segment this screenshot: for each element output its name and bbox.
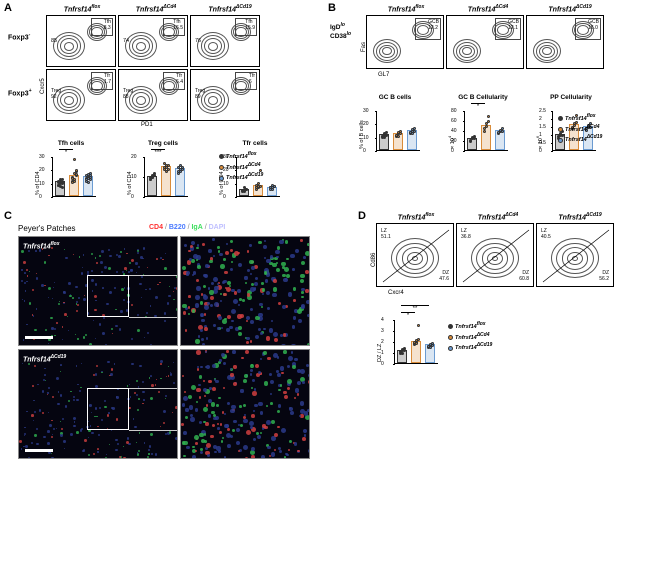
panel-a-facs: Tnfrsf14floxTnfrsf14ΔCd4Tnfrsf14ΔCd19 85… xyxy=(46,4,266,123)
legend-item: Tnfrsf14flox xyxy=(558,112,602,123)
facs-plot: 76Tfh15.9 xyxy=(190,15,260,67)
panel-b: B IgDlo CD38lo Tnfrsf14floxTnfrsf14ΔCd4T… xyxy=(328,2,648,14)
row-igd: IgDlo CD38lo xyxy=(330,22,351,40)
data-point xyxy=(485,122,488,125)
genotype-header: Tnfrsf14ΔCd19 xyxy=(540,212,620,221)
axis-cd86: Cd86 xyxy=(371,253,377,267)
panel-b-facs: Tnfrsf14floxTnfrsf14ΔCd4Tnfrsf14ΔCd19 GC… xyxy=(366,4,610,69)
data-point xyxy=(483,127,486,130)
data-point xyxy=(487,115,490,118)
data-point xyxy=(75,169,78,172)
data-point xyxy=(89,172,92,175)
facs-plot: 74Tfh16.5 xyxy=(118,15,188,67)
data-point xyxy=(401,352,404,355)
legend-item: Tnfrsf14ΔCd19 xyxy=(558,134,602,145)
axis-cxcr5: Cxcr5 xyxy=(40,78,46,94)
panel-c-label: C xyxy=(4,210,354,222)
bar-chart: GC B cells0102030% of B cells xyxy=(358,94,432,151)
axis-cxcr4: Cxcr4 xyxy=(388,290,404,296)
stain-label: IgA xyxy=(191,224,202,231)
data-point xyxy=(73,180,76,183)
facs-plot: LZ51.1DZ47.6 xyxy=(376,223,454,287)
genotype-header: Tnfrsf14ΔCd4 xyxy=(120,4,192,13)
legend-item: Tnfrsf14ΔCd4 xyxy=(558,123,602,134)
bar-chart: ***01234DZ / LZ xyxy=(376,320,450,364)
data-point xyxy=(75,173,78,176)
data-point xyxy=(473,137,476,140)
data-point xyxy=(417,324,420,327)
facs-plot: GCB12.1 xyxy=(446,15,524,69)
data-point xyxy=(429,346,432,349)
genotype-header: Tnfrsf14ΔCd4 xyxy=(448,4,528,13)
if-image-zoom xyxy=(180,236,310,346)
pp-title: Peyer's Patches xyxy=(18,224,76,233)
stain-legend: CD4 / B220 / IgA / DAPI xyxy=(149,224,225,231)
if-image: Tnfrsf14flox xyxy=(18,236,178,346)
facs-plot: GCB16.0 xyxy=(526,15,604,69)
genotype-header: Tnfrsf14flox xyxy=(366,4,446,13)
axis-gl7: GL7 xyxy=(378,72,389,78)
data-point xyxy=(87,181,90,184)
data-point xyxy=(167,168,170,171)
data-point xyxy=(241,189,244,192)
bar-chart: GC B Cellularity*020406080× 104 xyxy=(446,94,520,151)
facs-plot: LZ36.8DZ60.8 xyxy=(456,223,534,287)
data-point xyxy=(501,130,504,133)
data-point xyxy=(397,135,400,138)
genotype-header: Tnfrsf14ΔCd19 xyxy=(530,4,610,13)
data-point xyxy=(153,172,156,175)
panel-d-bar: ***01234DZ / LZ xyxy=(376,310,450,364)
bar-chart: Treg cells***01020% of CD4 xyxy=(126,140,200,197)
bar-chart: Tfh cells*0102030% of CD4 xyxy=(34,140,108,197)
panel-d: D Tnfrsf14floxTnfrsf14ΔCd4Tnfrsf14ΔCd19 … xyxy=(358,210,648,222)
stain-label: B220 xyxy=(169,224,186,231)
facs-plot: 85Tfh8.3 xyxy=(46,15,116,67)
data-point xyxy=(165,164,168,167)
stain-label: DAPI xyxy=(209,224,226,231)
facs-plot: Treg88Tfr6.4 xyxy=(118,69,188,121)
data-point xyxy=(415,342,418,345)
data-point xyxy=(469,139,472,142)
genotype-header: Tnfrsf14flox xyxy=(376,212,456,221)
axis-fas: Fas xyxy=(361,42,367,52)
facs-plot: GCB12.2 xyxy=(366,15,444,69)
axis-pd1: PD1 xyxy=(141,122,153,128)
legend-item: Tnfrsf14ΔCd19 xyxy=(219,172,263,183)
data-point xyxy=(271,184,274,187)
if-image: Tnfrsf14ΔCd19 xyxy=(18,349,178,459)
data-point xyxy=(179,164,182,167)
data-point xyxy=(73,158,76,161)
legend-item: Tnfrsf14flox xyxy=(448,320,492,331)
facs-plot: LZ40.5DZ56.2 xyxy=(536,223,614,287)
panel-d-facs: Tnfrsf14floxTnfrsf14ΔCd4Tnfrsf14ΔCd19 LZ… xyxy=(376,212,620,287)
legend-item: Tnfrsf14ΔCd4 xyxy=(219,161,263,172)
panel-a-legend: Tnfrsf14floxTnfrsf14ΔCd4Tnfrsf14ΔCd19 xyxy=(219,150,263,182)
legend-item: Tnfrsf14ΔCd4 xyxy=(448,331,492,342)
stain-label: CD4 xyxy=(149,224,163,231)
genotype-header: Tnfrsf14ΔCd19 xyxy=(194,4,266,13)
data-point xyxy=(181,168,184,171)
row-foxp3-pos: Foxp3+ xyxy=(8,88,32,97)
facs-plot: Treg92Tfr1.7 xyxy=(46,69,116,121)
legend-item: Tnfrsf14flox xyxy=(219,150,263,161)
facs-plot: Treg89Tfr6 xyxy=(190,69,260,121)
panel-b-legend: Tnfrsf14floxTnfrsf14ΔCd4Tnfrsf14ΔCd19 xyxy=(558,112,602,144)
legend-item: Tnfrsf14ΔCd19 xyxy=(448,342,492,353)
panel-a: A Tnfrsf14floxTnfrsf14ΔCd4Tnfrsf14ΔCd19 … xyxy=(4,2,324,14)
data-point xyxy=(257,185,260,188)
genotype-header: Tnfrsf14ΔCd4 xyxy=(458,212,538,221)
row-foxp3-neg: Foxp3- xyxy=(8,32,30,41)
panel-c: C Peyer's Patches CD4 / B220 / IgA / DAP… xyxy=(4,210,354,222)
panel-d-legend: Tnfrsf14floxTnfrsf14ΔCd4Tnfrsf14ΔCd19 xyxy=(448,320,492,352)
if-image-zoom xyxy=(180,349,310,459)
data-point xyxy=(151,176,154,179)
genotype-header: Tnfrsf14flox xyxy=(46,4,118,13)
